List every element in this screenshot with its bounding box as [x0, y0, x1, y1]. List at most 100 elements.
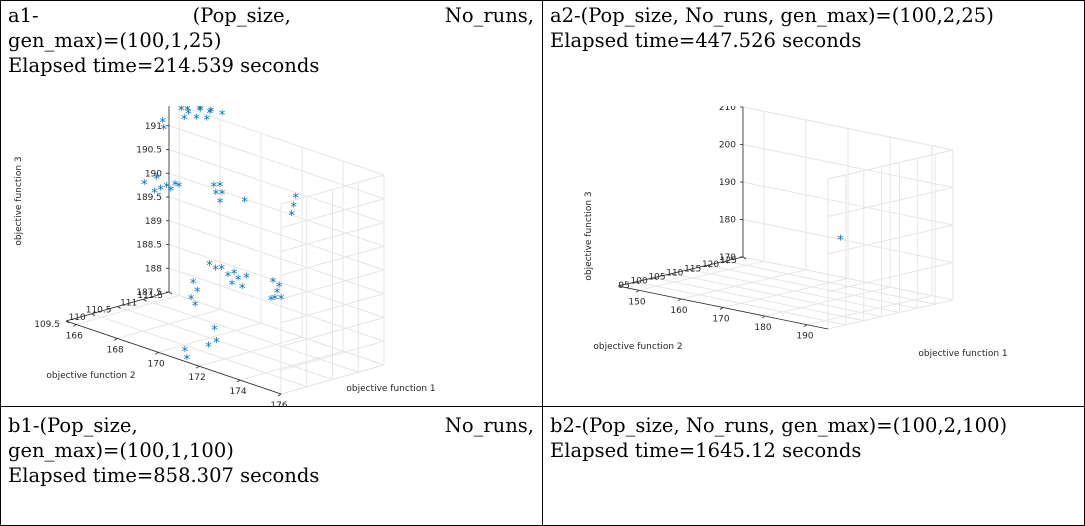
y-axis-line — [617, 256, 744, 287]
x-tick — [154, 351, 159, 355]
caption-a2: a2-(Pop_size, No_runs, gen_max)=(100,2,2… — [550, 3, 1076, 53]
panel-a2: a2-(Pop_size, No_runs, gen_max)=(100,2,2… — [542, 0, 1085, 407]
grid-line — [707, 264, 918, 309]
grid-line — [168, 220, 385, 295]
data-point: * — [276, 280, 283, 295]
caption-word: a1- — [8, 4, 39, 27]
grid-line — [635, 281, 846, 326]
grid-line — [827, 187, 954, 217]
data-point: * — [229, 279, 236, 294]
y-tick — [168, 291, 173, 295]
grid-line — [742, 144, 954, 188]
z-tick-label: 180 — [719, 216, 736, 226]
y-tick-label: 95 — [618, 281, 629, 291]
x-tick-label: 168 — [107, 345, 124, 355]
data-point: * — [243, 272, 250, 287]
grid-line — [280, 269, 385, 300]
data-point: * — [217, 180, 224, 195]
z-tick-label: 190 — [719, 178, 736, 188]
z-tick-label: 189.5 — [136, 193, 162, 203]
y-tick-label: 125 — [720, 256, 737, 266]
x-tick — [195, 365, 200, 369]
grid-line — [280, 198, 385, 229]
data-point: * — [185, 107, 192, 122]
x-tick-label: 170 — [712, 315, 729, 325]
grid-line — [689, 268, 900, 313]
data-point: * — [164, 181, 171, 196]
y-tick — [724, 260, 729, 264]
y-tick — [117, 306, 121, 309]
x-tick-label: 170 — [148, 359, 165, 369]
grid-line — [280, 174, 385, 205]
z-tick-label: 188.5 — [136, 241, 162, 251]
grid-line — [168, 149, 385, 223]
data-point: * — [235, 274, 242, 289]
x-axis-line — [65, 320, 282, 395]
z-tick-label: 189 — [145, 217, 162, 227]
grid-line — [742, 106, 954, 151]
data-point: * — [207, 107, 214, 122]
grid-line — [827, 224, 954, 255]
x-tick-label: 180 — [754, 323, 771, 333]
data-point: * — [188, 293, 195, 308]
x-tick-label: 160 — [670, 306, 687, 316]
caption-word: (Pop_size, — [192, 4, 291, 27]
x-tick-label: 150 — [628, 297, 645, 307]
caption-word: No_runs, — [444, 4, 534, 27]
grid-line — [168, 244, 385, 318]
grid-line — [680, 269, 807, 300]
data-point: * — [217, 197, 224, 212]
y-tick-label: 115 — [684, 264, 701, 274]
data-point: * — [239, 282, 246, 297]
data-point: * — [190, 277, 197, 292]
data-point: * — [293, 191, 300, 206]
x-tick — [113, 338, 118, 341]
data-point: * — [184, 353, 191, 368]
data-point: * — [194, 286, 201, 301]
data-point: * — [193, 113, 200, 128]
plot-group: 166168170172174176109.5110110.5111111.51… — [14, 106, 436, 406]
y-tick-label: 109.5 — [34, 320, 60, 330]
caption-a2-line1: a2-(Pop_size, No_runs, gen_max)=(100,2,2… — [550, 4, 994, 27]
grid-line — [117, 306, 333, 380]
data-point: * — [274, 287, 281, 302]
y-tick — [635, 281, 640, 285]
data-point: * — [219, 109, 226, 124]
y-axis-label: objective function 2 — [46, 371, 135, 381]
grid-line — [280, 317, 385, 347]
y-tick — [653, 277, 657, 281]
caption-a1-line1: a1- (Pop_size, No_runs, — [8, 3, 534, 28]
grid-line — [742, 219, 954, 263]
scatter3d-plot-a1: 166168170172174176109.5110110.5111111.51… — [14, 106, 436, 406]
data-point: * — [213, 188, 220, 203]
data-point: * — [225, 270, 232, 285]
data-point: * — [204, 114, 211, 129]
y-tick — [689, 269, 693, 272]
y-tick — [671, 273, 675, 276]
data-point: * — [219, 188, 226, 203]
y-tick — [91, 313, 95, 317]
grid-line — [143, 298, 359, 373]
z-tick-label: 191 — [145, 122, 162, 132]
grid-line — [827, 149, 954, 180]
grid-line — [168, 291, 385, 366]
data-point: * — [241, 195, 248, 210]
data-point: * — [272, 293, 279, 308]
data-point: * — [181, 113, 188, 128]
grid-line — [742, 181, 954, 226]
grid-line — [91, 313, 307, 388]
data-point: * — [205, 340, 212, 355]
z-axis-label: objective function 3 — [584, 191, 594, 280]
y-tick-label: 110 — [666, 268, 683, 278]
x-tick — [677, 298, 682, 302]
grid-line — [168, 125, 385, 200]
data-point: * — [290, 200, 297, 215]
grid-line — [638, 260, 765, 291]
data-point: * — [184, 106, 191, 119]
grid-line — [168, 196, 385, 271]
y-tick-label: 100 — [631, 277, 648, 287]
x-tick — [635, 289, 640, 293]
y-tick-label: 110 — [69, 313, 86, 323]
caption-a1: a1- (Pop_size, No_runs, gen_max)=(100,1,… — [8, 3, 534, 78]
